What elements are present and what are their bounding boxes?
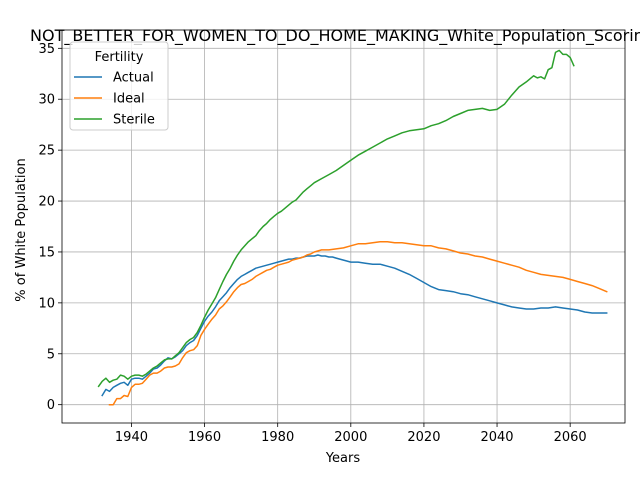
x-tick-label: 1960 bbox=[188, 430, 221, 445]
y-axis-title: % of White Population bbox=[14, 158, 29, 301]
series-line-ideal bbox=[108, 241, 608, 406]
chart-title: NOT_BETTER_FOR_WOMEN_TO_DO_HOME_MAKING_W… bbox=[30, 26, 640, 46]
legend-title: Fertility bbox=[95, 50, 144, 65]
grid bbox=[62, 30, 625, 423]
plot-frame bbox=[61, 29, 626, 424]
legend-label: Sterile bbox=[113, 113, 155, 128]
legend-box bbox=[69, 41, 169, 131]
y-tick-label: 10 bbox=[38, 296, 55, 311]
legend-entry-sterile: Sterile bbox=[74, 113, 155, 128]
legend-entries: Actual Ideal Sterile bbox=[74, 71, 155, 128]
x-tick-label: 1940 bbox=[115, 430, 148, 445]
legend-label: Actual bbox=[113, 71, 154, 86]
x-tick-label: 2000 bbox=[334, 430, 367, 445]
x-tick-label: 2040 bbox=[480, 430, 513, 445]
x-axis-title: Years bbox=[325, 451, 361, 466]
y-tick-label: 35 bbox=[38, 42, 55, 57]
y-tick-label: 0 bbox=[47, 398, 55, 413]
legend-entry-ideal: Ideal bbox=[74, 92, 145, 107]
ticks: 1940 1960 1980 2000 2020 2040 2060 0 5 10 15 20 25 30… bbox=[38, 42, 586, 445]
legend: Fertility Actual Ideal Sterile bbox=[69, 41, 169, 131]
y-tick-label: 30 bbox=[38, 93, 55, 108]
legend-label: Ideal bbox=[113, 92, 145, 107]
x-tick-label: 2020 bbox=[407, 430, 440, 445]
y-tick-label: 25 bbox=[38, 144, 55, 159]
x-tick-label: 2060 bbox=[554, 430, 587, 445]
series-lines bbox=[97, 49, 608, 406]
y-tick-label: 20 bbox=[38, 195, 55, 210]
legend-entry-actual: Actual bbox=[74, 71, 154, 86]
y-tick-label: 15 bbox=[38, 245, 55, 260]
series-line-sterile bbox=[97, 49, 575, 388]
x-tick-label: 1980 bbox=[261, 430, 294, 445]
y-tick-label: 5 bbox=[47, 347, 55, 362]
